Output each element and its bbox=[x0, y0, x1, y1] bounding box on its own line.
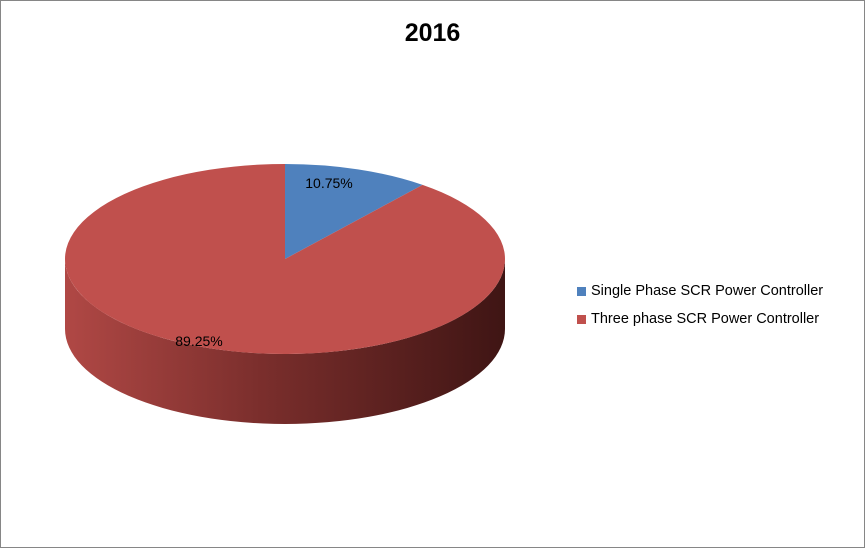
legend: Single Phase SCR Power Controller Three … bbox=[577, 277, 823, 333]
data-label: 89.25% bbox=[175, 333, 222, 349]
pie-side-three-phase bbox=[65, 259, 505, 424]
legend-label: Single Phase SCR Power Controller bbox=[591, 283, 824, 299]
legend-swatch bbox=[577, 314, 586, 324]
legend-item-three-phase: Three phase SCR Power Controller bbox=[577, 305, 823, 333]
legend-swatch bbox=[577, 286, 586, 296]
pie-slice-1 bbox=[64, 164, 505, 354]
pie-slice-0 bbox=[285, 164, 423, 259]
data-label: 10.75% bbox=[305, 175, 352, 191]
chart-title: 2016 bbox=[404, 19, 461, 47]
legend-item-single-phase: Single Phase SCR Power Controller bbox=[577, 277, 823, 305]
legend-label: Three phase SCR Power Controller bbox=[591, 311, 820, 327]
